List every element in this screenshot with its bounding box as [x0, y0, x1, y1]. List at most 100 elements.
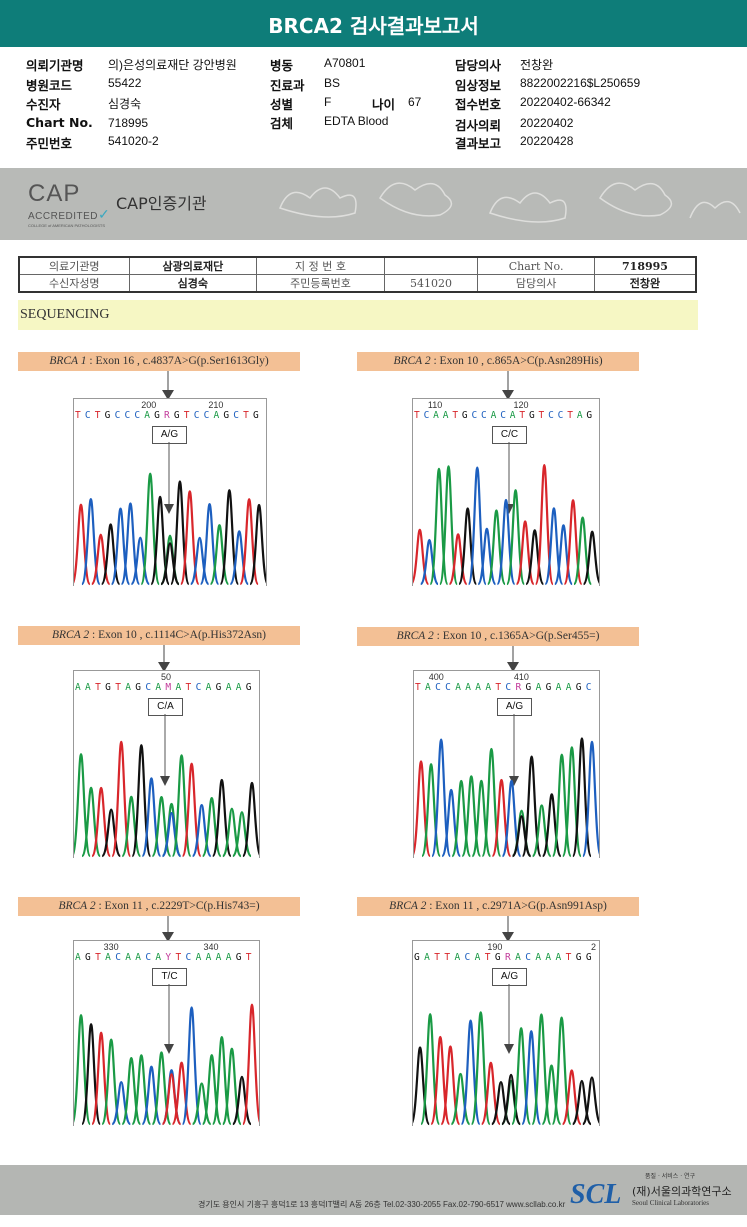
arrow-down-icon — [502, 371, 514, 400]
mutation-description: : Exon 10 , c.1365A>G(p.Ser455=) — [433, 630, 600, 642]
info-value: 55422 — [108, 76, 142, 90]
base-call: G — [253, 410, 260, 421]
base-call: G — [85, 952, 92, 963]
trace-peak — [181, 1006, 202, 1126]
base-call: T — [115, 682, 122, 693]
base-call: A — [213, 410, 220, 421]
base-call: A — [490, 410, 497, 421]
base-call: A — [433, 410, 440, 421]
position-label: 340 — [203, 942, 219, 952]
chromatogram: 200 210 T C T G C C C A G R G T C C A G C T G A/G — [73, 398, 267, 586]
cap-logo-text: CAP — [28, 180, 81, 207]
chromatogram: 400 410 T A C C A A A A T C R G A G A A G C A/G — [413, 670, 600, 858]
base-call: A — [535, 682, 542, 693]
base-call: C — [233, 410, 240, 421]
base-call: T — [95, 952, 102, 963]
gene-name: BRCA 1 — [49, 355, 87, 367]
base-call: G — [575, 952, 582, 963]
referral-table: 의료기관명 삼광의료재단 지 정 번 호 Chart No. 718995 수신… — [18, 256, 697, 293]
trace-peak — [467, 466, 487, 586]
info-value: 의)은성의료재단 강안병원 — [108, 58, 237, 72]
base-call: C — [505, 682, 512, 693]
base-call: T — [415, 682, 422, 693]
base-call: G — [494, 952, 501, 963]
base-call: T — [245, 952, 252, 963]
trace-peak — [179, 490, 200, 586]
trace-peak — [241, 781, 259, 858]
info-label: 병동 — [270, 58, 294, 73]
base-call: G — [414, 952, 421, 963]
base-call: G — [245, 682, 252, 693]
trace-plot — [414, 714, 599, 858]
report-title: BRCA2 검사결과보고서 — [0, 0, 747, 47]
base-call: T — [567, 410, 574, 421]
info-label: 수진자 — [26, 97, 61, 112]
info-label: 진료과 — [270, 78, 305, 93]
base-call: A — [225, 682, 232, 693]
position-label: 410 — [513, 672, 529, 682]
info-label: 나이 — [372, 97, 396, 112]
base-call: A — [509, 410, 516, 421]
cap-banner: CAP ACCREDITED✓ COLLEGE of AMERICAN PATH… — [0, 168, 747, 240]
base-call: C — [124, 410, 131, 421]
mutation-label: BRCA 1 : Exon 16 , c.4837A>G(p.Ser1613Gl… — [18, 352, 300, 371]
position-label: 400 — [428, 672, 444, 682]
gene-name: BRCA 2 — [389, 900, 427, 912]
gene-name: BRCA 2 — [51, 629, 90, 641]
trace-peak — [249, 503, 266, 586]
trace-peak — [101, 808, 122, 858]
base-call: T — [565, 952, 572, 963]
base-call: C — [84, 410, 91, 421]
base-call: C — [548, 410, 555, 421]
info-value: 심경숙 — [108, 97, 142, 111]
mutation-description: : Exon 10 , c.865A>C(p.Asn289His) — [430, 355, 603, 367]
info-label: 의뢰기관명 — [26, 58, 84, 73]
table-cell: 담당의사 — [477, 274, 595, 293]
trace-peak — [161, 811, 182, 858]
cap-logo: CAP ACCREDITED✓ COLLEGE of AMERICAN PATH… — [28, 180, 110, 229]
info-value: 541020-2 — [108, 134, 159, 148]
base-call: G — [223, 410, 230, 421]
base-call: A — [175, 682, 182, 693]
trace-peak — [450, 1072, 471, 1126]
base-call: A — [215, 952, 222, 963]
info-label: 검사의뢰 — [455, 118, 502, 133]
info-value: 20220428 — [520, 134, 574, 148]
base-call: C — [500, 410, 507, 421]
info-label: 성별 — [270, 97, 294, 112]
trace-plot — [413, 442, 599, 586]
table-row: 수신자성명 심경숙 주민등록번호 541020 담당의사 전창완 — [18, 274, 697, 293]
info-value: EDTA Blood — [324, 114, 389, 128]
base-call: C — [203, 410, 210, 421]
base-call: A — [535, 952, 542, 963]
trace-peak — [231, 811, 253, 858]
info-value: 20220402-66342 — [520, 95, 611, 109]
mutation-label: BRCA 2 : Exon 11 , c.2229T>C(p.His743=) — [18, 897, 300, 916]
cloud-pattern-decoration — [279, 182, 741, 223]
base-call: G — [525, 682, 532, 693]
trace-peak — [511, 815, 532, 858]
base-call: T — [452, 410, 459, 421]
info-value: 전창완 — [520, 58, 554, 72]
base-call: T — [243, 410, 250, 421]
base-call: G — [586, 410, 593, 421]
base-call: A — [195, 952, 202, 963]
trace-peak — [419, 538, 440, 586]
base-call: C — [145, 952, 152, 963]
arrow-down-icon — [162, 371, 174, 400]
base-call: A — [454, 952, 461, 963]
base-call: A — [455, 682, 462, 693]
base-call: A — [125, 682, 132, 693]
table-cell: 지 정 번 호 — [256, 256, 385, 275]
base-call: A — [235, 682, 242, 693]
scl-logo: SCL — [570, 1179, 622, 1210]
gene-name: BRCA 2 — [58, 900, 96, 912]
base-call: G — [461, 410, 468, 421]
base-call: C — [585, 682, 592, 693]
position-label: 190 — [487, 942, 503, 952]
base-call: T — [95, 682, 102, 693]
base-call: A — [135, 952, 142, 963]
